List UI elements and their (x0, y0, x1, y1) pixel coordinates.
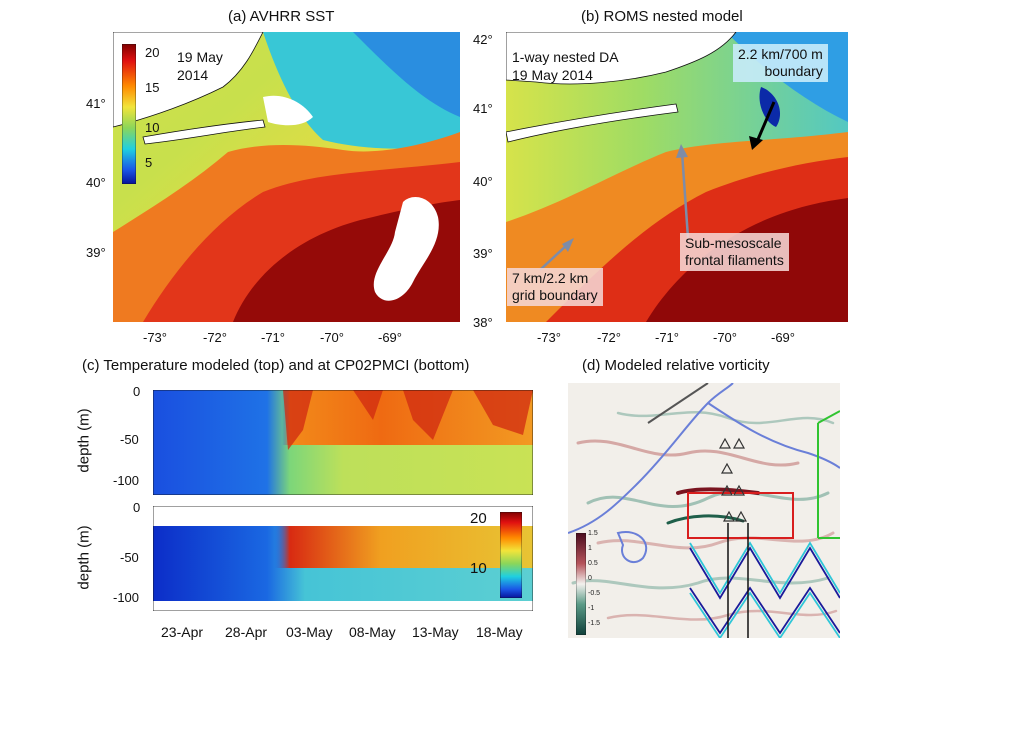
panel-d-title: (d) Modeled relative vorticity (582, 357, 770, 374)
panel-c-colorbar (500, 512, 522, 598)
grid-boundary-annotation-line1: 7 km/2.2 km (512, 270, 589, 286)
panel-a-cbar-tick-10: 10 (145, 120, 160, 135)
panel-b-ytick: 41° (473, 101, 493, 116)
panel-b-ytick: 42° (473, 32, 493, 47)
panel-c-bottom-ylabel: depth (m) (75, 525, 93, 590)
panel-d-cbar-ticks: 1.5 1 0.5 0 -0.5 -1 -1.5 (588, 526, 600, 631)
panel-c-xtick: 03-May (286, 624, 333, 640)
panel-c-xtick: 28-Apr (225, 624, 268, 640)
filament-annotation-line1: Sub-mesoscale (685, 235, 782, 251)
panel-c-xtick: 13-May (412, 624, 459, 640)
panel-a-date-line1: 19 May (177, 49, 223, 65)
panel-a-ytick: 40° (86, 175, 106, 190)
panel-a-date-line2: 2014 (177, 67, 209, 83)
boundary-annotation-line2: boundary (764, 63, 823, 79)
panel-c-top-ytick: -50 (120, 432, 139, 447)
panel-b-xtick: -71° (655, 330, 679, 345)
filament-annotation-line2: frontal filaments (685, 252, 784, 268)
panel-a-xtick: -72° (203, 330, 227, 345)
panel-a-ytick: 39° (86, 245, 106, 260)
panel-a-title: (a) AVHRR SST (228, 8, 335, 25)
panel-c-top-ytick: -100 (113, 473, 140, 488)
panel-b-label-line1: 1-way nested DA (512, 49, 619, 65)
panel-b-label-line2: 19 May 2014 (512, 67, 593, 83)
panel-c-xtick: 08-May (349, 624, 396, 640)
panel-a-cbar-tick-20: 20 (145, 45, 160, 60)
panel-d-cbar-tick: -0.5 (588, 590, 601, 597)
panel-d-map (568, 383, 840, 638)
panel-c-xtick: 23-Apr (161, 624, 204, 640)
panel-b-xtick: -70° (713, 330, 737, 345)
panel-a-xtick: -69° (378, 330, 402, 345)
panel-c-bottom-ytick: -50 (120, 550, 139, 565)
panel-a-date: 19 May 2014 (177, 48, 223, 84)
panel-b-xtick: -72° (597, 330, 621, 345)
grid-boundary-annotation: 7 km/2.2 km grid boundary (507, 268, 603, 306)
panel-c-bottom-plot (153, 506, 533, 611)
panel-a-ytick: 41° (86, 96, 106, 111)
panel-a-xtick: -71° (261, 330, 285, 345)
panel-a-cbar-tick-5: 5 (145, 155, 153, 170)
panel-d-cbar-tick: 0.5 (588, 560, 598, 567)
boundary-annotation-line1: 2.2 km/700 m (738, 46, 823, 62)
panel-c-bottom-ytick: 0 (133, 500, 141, 515)
filament-annotation: Sub-mesoscale frontal filaments (680, 233, 789, 271)
panel-a-xtick: -73° (143, 330, 167, 345)
panel-c-cbar-tick-10: 10 (470, 560, 487, 577)
panel-b-ytick: 40° (473, 174, 493, 189)
panel-d-cbar-tick: 1 (588, 545, 592, 552)
boundary-annotation: 2.2 km/700 m boundary (733, 44, 828, 82)
panel-b-xtick: -69° (771, 330, 795, 345)
panel-c-top-plot (153, 390, 533, 495)
panel-a-xtick: -70° (320, 330, 344, 345)
panel-d-cbar-tick: 1.5 (588, 530, 598, 537)
panel-c-cbar-tick-20: 20 (470, 510, 487, 527)
panel-d-cbar-tick: 0 (588, 575, 592, 582)
panel-c-title: (c) Temperature modeled (top) and at CP0… (82, 357, 470, 374)
panel-c-bottom-ytick: -100 (113, 590, 140, 605)
panel-b-label: 1-way nested DA 19 May 2014 (512, 48, 619, 84)
panel-c-xtick: 18-May (476, 624, 523, 640)
panel-c-top-ylabel: depth (m) (75, 408, 93, 473)
panel-b-ytick: 39° (473, 246, 493, 261)
panel-a-map (113, 32, 460, 322)
panel-d-cbar-tick: -1.5 (588, 620, 601, 627)
panel-c-top-ytick: 0 (133, 384, 141, 399)
panel-b-ytick: 38° (473, 315, 493, 330)
panel-b-title: (b) ROMS nested model (581, 8, 743, 25)
panel-a-cbar-tick-15: 15 (145, 80, 160, 95)
panel-a-colorbar (122, 44, 136, 184)
panel-d-colorbar (576, 533, 586, 635)
panel-b-xtick: -73° (537, 330, 561, 345)
grid-boundary-annotation-line2: grid boundary (512, 287, 598, 303)
panel-d-cbar-tick: -1 (588, 605, 595, 612)
